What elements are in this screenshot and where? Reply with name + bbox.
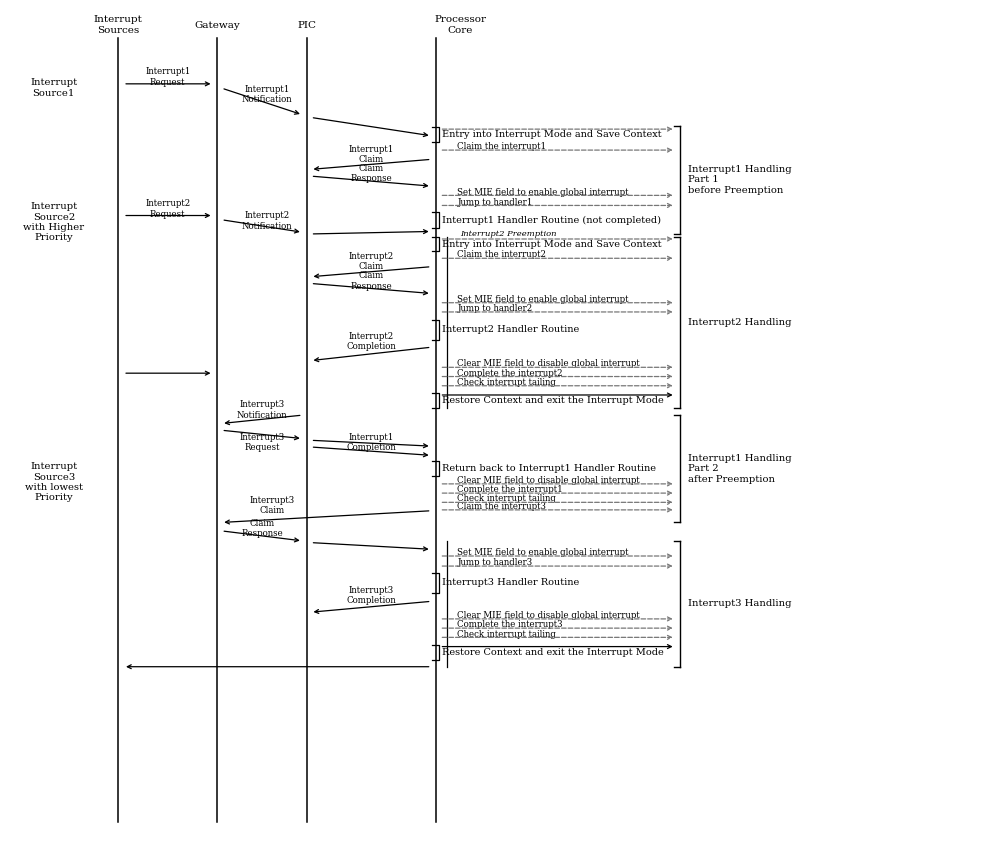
Text: Complete the interrupt1: Complete the interrupt1	[457, 485, 563, 495]
Text: Claim
Response: Claim Response	[350, 271, 392, 291]
Text: Interrupt1
Notification: Interrupt1 Notification	[242, 85, 292, 104]
Text: Restore Context and exit the Interrupt Mode: Restore Context and exit the Interrupt M…	[442, 396, 664, 405]
Text: Claim the interrupt1: Claim the interrupt1	[457, 142, 546, 152]
Text: Interrupt2
Completion: Interrupt2 Completion	[346, 332, 396, 351]
Text: Interrupt3 Handling: Interrupt3 Handling	[688, 600, 792, 608]
Text: Interrupt2
Claim: Interrupt2 Claim	[348, 252, 394, 271]
Text: Claim the interrupt2: Claim the interrupt2	[457, 251, 546, 259]
Text: Jump to handler2: Jump to handler2	[457, 304, 533, 313]
Text: Entry into Interrupt Mode and Save Context: Entry into Interrupt Mode and Save Conte…	[442, 240, 662, 248]
Text: Interrupt2
Notification: Interrupt2 Notification	[242, 211, 292, 230]
Text: Interrupt1
Claim: Interrupt1 Claim	[348, 145, 394, 164]
Text: Check interrupt tailing: Check interrupt tailing	[457, 378, 556, 387]
Text: Complete the interrupt2: Complete the interrupt2	[457, 368, 563, 378]
Text: Entry into Interrupt Mode and Save Context: Entry into Interrupt Mode and Save Conte…	[442, 130, 662, 139]
Text: Clear MIE field to disable global interrupt: Clear MIE field to disable global interr…	[457, 611, 640, 620]
Text: Interrupt
Source3
with lowest
Priority: Interrupt Source3 with lowest Priority	[25, 462, 83, 502]
Text: Jump to handler3: Jump to handler3	[457, 558, 532, 567]
Text: Interrupt3
Completion: Interrupt3 Completion	[346, 586, 396, 605]
Text: Interrupt1 Handling
Part 2
after Preemption: Interrupt1 Handling Part 2 after Preempt…	[688, 454, 792, 484]
Text: Interrupt2 Preemption: Interrupt2 Preemption	[460, 230, 557, 238]
Text: Interrupt
Source1: Interrupt Source1	[30, 78, 77, 97]
Text: Restore Context and exit the Interrupt Mode: Restore Context and exit the Interrupt M…	[442, 648, 664, 657]
Text: Interrupt3
Request: Interrupt3 Request	[239, 433, 285, 452]
Text: Set MIE field to enable global interrupt: Set MIE field to enable global interrupt	[457, 187, 629, 197]
Text: Claim
Response: Claim Response	[241, 518, 283, 538]
Text: Check interrupt tailing: Check interrupt tailing	[457, 495, 556, 503]
Text: Interrupt2
Request: Interrupt2 Request	[145, 199, 190, 219]
Text: Interrupt3
Notification: Interrupt3 Notification	[237, 401, 287, 420]
Text: Processor
Core: Processor Core	[434, 15, 486, 35]
Text: Interrupt3
Claim: Interrupt3 Claim	[249, 496, 294, 515]
Text: Interrupt
Source2
with Higher
Priority: Interrupt Source2 with Higher Priority	[23, 202, 84, 242]
Text: Interrupt2 Handling: Interrupt2 Handling	[688, 318, 792, 327]
Text: PIC: PIC	[297, 20, 316, 30]
Text: Clear MIE field to disable global interrupt: Clear MIE field to disable global interr…	[457, 476, 640, 485]
Text: Complete the interrupt3: Complete the interrupt3	[457, 620, 563, 629]
Text: Return back to Interrupt1 Handler Routine: Return back to Interrupt1 Handler Routin…	[442, 464, 656, 473]
Text: Claim
Response: Claim Response	[350, 163, 392, 183]
Text: Interrupt
Sources: Interrupt Sources	[94, 15, 143, 35]
Text: Interrupt1 Handler Routine (not completed): Interrupt1 Handler Routine (not complete…	[442, 215, 661, 224]
Text: Interrupt3 Handler Routine: Interrupt3 Handler Routine	[442, 579, 580, 587]
Text: Clear MIE field to disable global interrupt: Clear MIE field to disable global interr…	[457, 359, 640, 368]
Text: Interrupt1
Request: Interrupt1 Request	[145, 68, 190, 87]
Text: Claim the interrupt3: Claim the interrupt3	[457, 502, 546, 511]
Text: Set MIE field to enable global interrupt: Set MIE field to enable global interrupt	[457, 295, 629, 304]
Text: Gateway: Gateway	[194, 20, 240, 30]
Text: Check interrupt tailing: Check interrupt tailing	[457, 629, 556, 639]
Text: Interrupt2 Handler Routine: Interrupt2 Handler Routine	[442, 325, 580, 334]
Text: Interrupt1 Handling
Part 1
before Preemption: Interrupt1 Handling Part 1 before Preemp…	[688, 165, 792, 195]
Text: Interrupt1
Completion: Interrupt1 Completion	[346, 433, 396, 452]
Text: Set MIE field to enable global interrupt: Set MIE field to enable global interrupt	[457, 548, 629, 557]
Text: Jump to handler1: Jump to handler1	[457, 197, 533, 207]
